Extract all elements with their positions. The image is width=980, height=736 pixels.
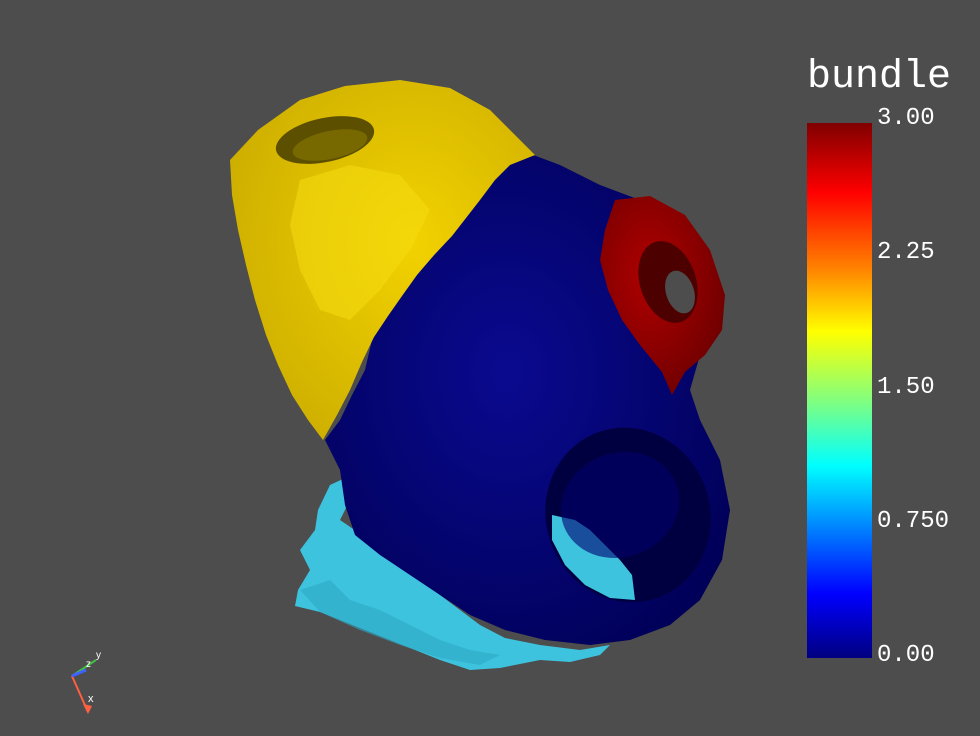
scalar-tick: 2.25 <box>877 239 935 266</box>
axis-y-label: y <box>96 650 101 661</box>
cyan-region-shade <box>300 580 500 665</box>
orientation-axes: x y z <box>71 650 101 714</box>
scalar-tick: 1.50 <box>877 374 935 401</box>
axis-x-label: x <box>88 693 94 705</box>
axis-z-label: z <box>86 659 91 670</box>
mesh-surface[interactable] <box>230 80 735 670</box>
yellow-highlight <box>290 165 430 320</box>
scalar-bar-title: bundle <box>807 55 952 100</box>
scalar-tick: 0.750 <box>877 508 950 535</box>
scalar-colorbar <box>807 123 872 658</box>
scalar-tick-max: 3.00 <box>877 105 935 132</box>
scalar-tick-min: 0.00 <box>877 642 935 669</box>
